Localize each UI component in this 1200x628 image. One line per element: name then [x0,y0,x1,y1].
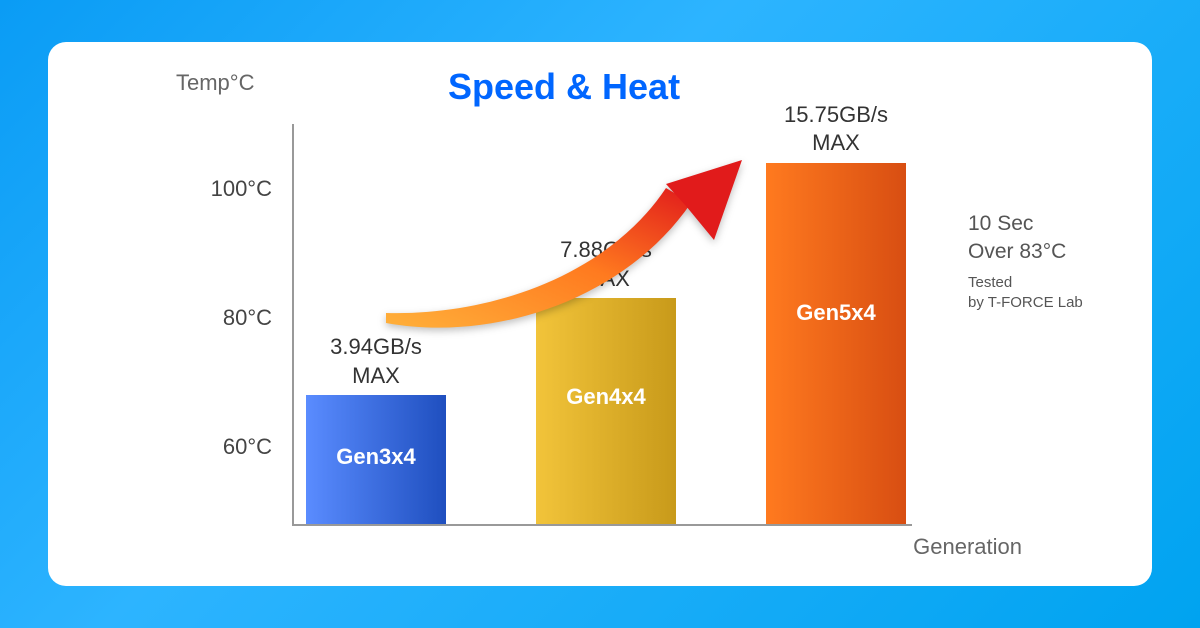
x-axis-line [292,524,912,526]
y-axis-line [292,124,294,524]
side-note-line1: 10 Sec [968,210,1083,238]
bar-value-line1: 15.75GB/s [784,101,888,130]
bar-value-line2: MAX [784,129,888,158]
y-axis-label: Temp°C [176,70,254,96]
side-note: 10 SecOver 83°C Testedby T-FORCE Lab [968,210,1083,313]
bar-gen5x4 [766,163,906,524]
side-note-small1: Tested [968,273,1083,293]
bar-label: Gen4x4 [566,384,646,410]
side-note-small: Testedby T-FORCE Lab [968,273,1083,314]
y-tick-label: 60°C [182,434,272,460]
bar-value-line2: MAX [330,362,422,391]
side-note-small2: by T-FORCE Lab [968,293,1083,313]
chart-card: Speed & Heat Temp°C Generation 60°C 80°C 100°… [48,42,1152,586]
y-tick-label: 80°C [182,305,272,331]
chart-title: Speed & Heat [448,66,680,108]
bar-value-label: 15.75GB/sMAX [784,101,888,158]
bar-label: Gen5x4 [796,300,876,326]
side-note-line2: Over 83°C [968,238,1083,266]
y-tick-label: 100°C [182,176,272,202]
x-axis-label: Generation [913,534,1022,560]
trend-arrow-icon [366,148,766,348]
bar-label: Gen3x4 [336,444,416,470]
